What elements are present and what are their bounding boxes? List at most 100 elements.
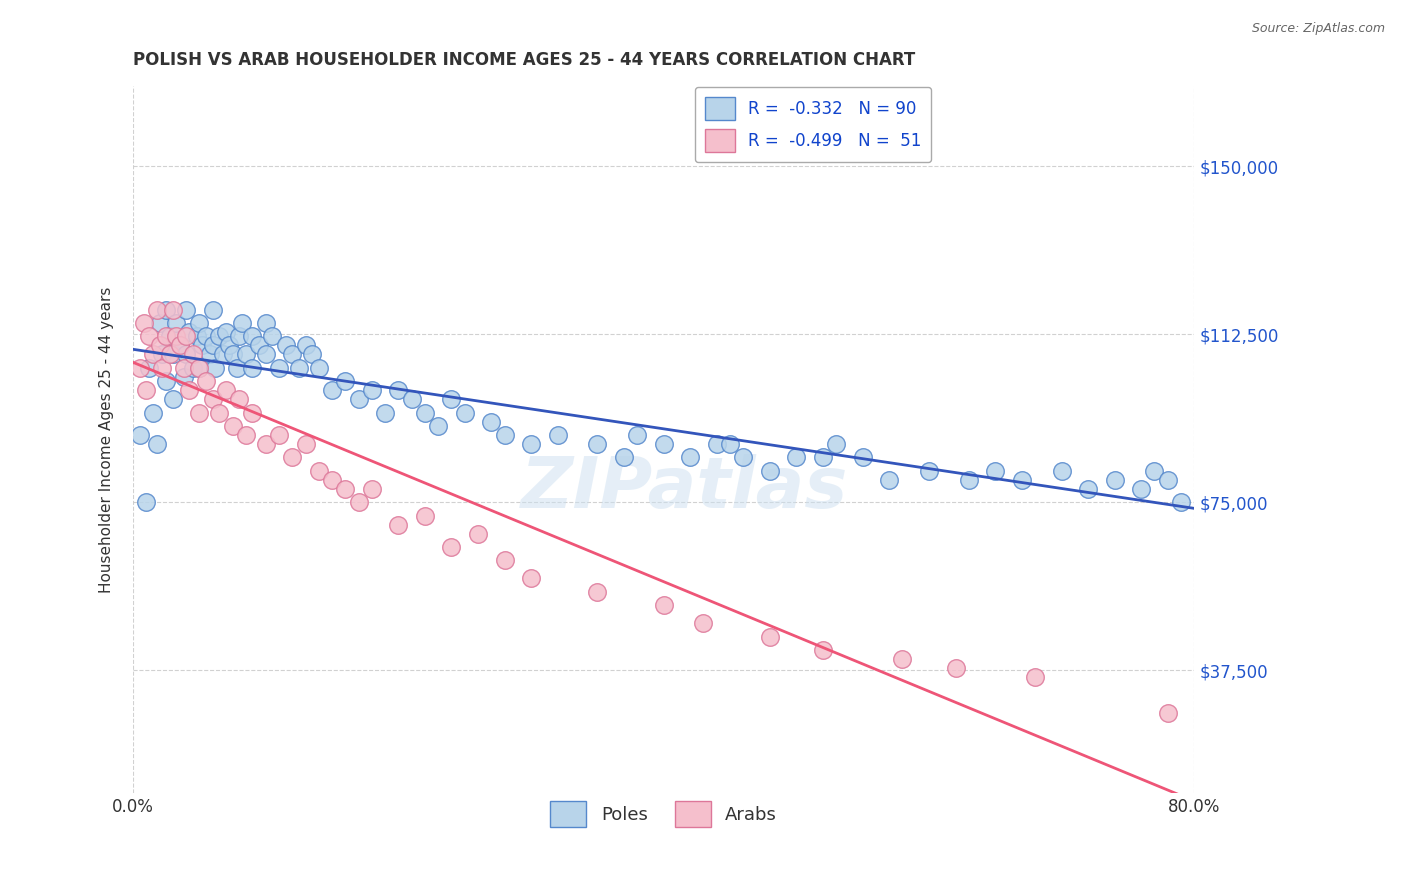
Point [208,329,231,343]
Point [174,329,197,343]
Point [149,316,172,330]
Point [984,464,1007,478]
Point [1050,464,1073,478]
Point [215,325,238,339]
Point [1011,473,1033,487]
Point [155,329,177,343]
Point [204,360,226,375]
Point [188,406,211,420]
Point [159,347,181,361]
Point [308,360,330,375]
Point [918,464,941,478]
Point [852,450,875,465]
Point [188,360,211,375]
Point [733,450,755,465]
Point [201,302,224,317]
Point [288,360,311,375]
Point [440,540,463,554]
Point [228,392,250,406]
Point [215,383,238,397]
Text: POLISH VS ARAB HOUSEHOLDER INCOME AGES 25 - 44 YEARS CORRELATION CHART: POLISH VS ARAB HOUSEHOLDER INCOME AGES 2… [134,51,915,69]
Point [360,482,382,496]
Point [652,598,675,612]
Point [231,316,253,330]
Point [374,406,396,420]
Point [785,450,807,465]
Point [173,369,195,384]
Legend: Poles, Arabs: Poles, Arabs [543,794,785,834]
Point [454,406,477,420]
Point [1143,464,1166,478]
Point [149,338,172,352]
Point [128,428,150,442]
Y-axis label: Householder Income Ages 25 - 44 years: Householder Income Ages 25 - 44 years [100,286,114,592]
Point [1170,495,1192,509]
Point [195,374,218,388]
Point [142,347,165,361]
Point [652,437,675,451]
Point [494,428,516,442]
Point [479,415,502,429]
Point [221,347,243,361]
Point [413,406,436,420]
Point [467,526,489,541]
Point [626,428,648,442]
Text: ZIPatlas: ZIPatlas [522,455,849,524]
Point [387,517,409,532]
Point [254,347,277,361]
Point [155,374,177,388]
Point [387,383,409,397]
Point [191,338,214,352]
Point [1157,473,1180,487]
Point [335,374,357,388]
Point [247,338,270,352]
Point [135,383,157,397]
Point [195,329,218,343]
Point [401,392,423,406]
Point [267,428,290,442]
Point [281,450,304,465]
Point [613,450,636,465]
Point [1157,706,1180,720]
Point [174,302,197,317]
Point [547,428,569,442]
Point [162,392,184,406]
Point [162,347,184,361]
Point [225,360,247,375]
Point [181,347,204,361]
Point [945,661,967,675]
Point [520,571,543,585]
Point [177,325,200,339]
Point [150,360,173,375]
Point [173,360,195,375]
Point [427,419,450,434]
Point [159,329,181,343]
Point [254,437,277,451]
Point [169,338,191,352]
Point [267,360,290,375]
Point [162,302,184,317]
Point [150,347,173,361]
Point [877,473,900,487]
Point [262,329,284,343]
Point [520,437,543,451]
Point [181,360,204,375]
Point [132,316,155,330]
Point [811,643,834,657]
Point [706,437,728,451]
Point [221,419,243,434]
Point [308,464,330,478]
Point [212,347,235,361]
Point [759,464,782,478]
Point [1130,482,1153,496]
Point [494,553,516,567]
Point [413,508,436,523]
Point [142,406,165,420]
Point [235,428,257,442]
Point [1077,482,1099,496]
Point [281,347,304,361]
Point [201,338,224,352]
Point [679,450,702,465]
Point [321,473,343,487]
Point [957,473,980,487]
